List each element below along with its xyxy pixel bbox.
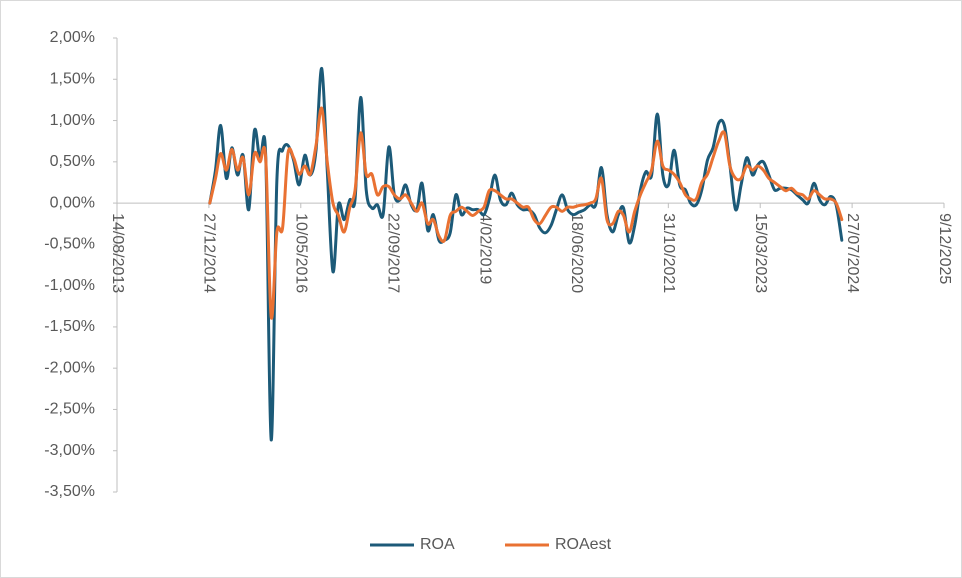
y-tick-label: 1,50% [50,70,95,87]
y-tick-label: 0,50% [50,153,95,170]
y-tick-label: -2,50% [44,401,95,418]
y-tick-label: 1,00% [50,112,95,129]
x-tick-label: 18/06/2020 [568,213,585,293]
y-tick-label: -3,00% [44,442,95,459]
x-tick-label: 31/10/2021 [660,213,677,293]
y-tick-label: -0,50% [44,236,95,253]
x-tick-label: 10/05/2016 [293,213,310,293]
legend-label: ROAest [555,536,612,553]
legend-label: ROA [420,536,455,553]
y-tick-label: 2,00% [50,29,95,46]
y-tick-label: -1,00% [44,277,95,294]
y-tick-label: 0,00% [50,194,95,211]
y-tick-label: -2,00% [44,359,95,376]
x-tick-label: 4/02/2019 [476,213,493,284]
x-tick-label: 27/12/2014 [201,213,218,293]
series-line [208,106,844,320]
x-tick-label: 27/07/2024 [844,213,861,293]
x-tick-label: 22/09/2017 [384,213,401,293]
x-tick-label: 9/12/2025 [936,213,953,284]
x-tick-label: 15/03/2023 [752,213,769,293]
x-tick-label: 14/08/2013 [109,213,126,293]
y-tick-label: -1,50% [44,318,95,335]
y-tick-label: -3,50% [44,483,95,500]
